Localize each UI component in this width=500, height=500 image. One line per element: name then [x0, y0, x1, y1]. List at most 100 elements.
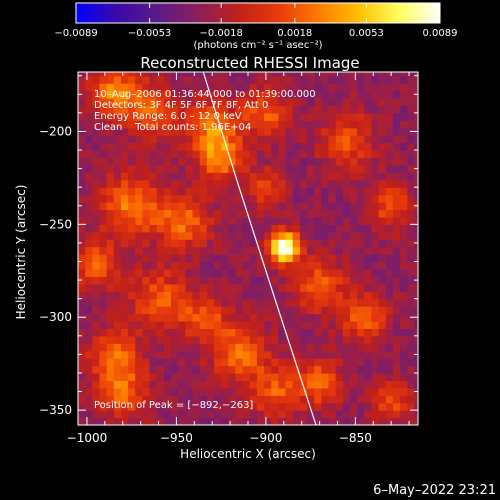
heatmap-cell	[113, 72, 122, 77]
heatmap-cell	[271, 231, 280, 240]
heatmap-cell	[214, 410, 222, 419]
heatmap-cell	[92, 320, 101, 329]
heatmap-cell	[292, 402, 301, 411]
heatmap-cell	[285, 335, 294, 344]
heatmap-cell	[242, 395, 251, 404]
heatmap-cell	[171, 179, 179, 188]
heatmap-cell	[392, 372, 401, 382]
heatmap-cell	[242, 209, 251, 218]
heatmap-cell	[292, 320, 301, 329]
heatmap-cell	[113, 105, 122, 114]
heatmap-cell	[156, 231, 165, 240]
heatmap-cell	[414, 291, 418, 300]
heatmap-cell	[120, 261, 129, 270]
heatmap-cell	[163, 75, 172, 84]
heatmap-cell	[92, 224, 101, 233]
heatmap-cell	[335, 380, 344, 389]
heatmap-cell	[350, 291, 358, 300]
heatmap-cell	[407, 328, 416, 337]
heatmap-cell	[292, 306, 301, 315]
heatmap-cell	[299, 120, 308, 129]
heatmap-cell	[85, 291, 93, 300]
heatmap-cell	[92, 172, 101, 181]
heatmap-cell	[221, 343, 229, 352]
heatmap-cell	[242, 306, 251, 315]
heatmap-cell	[92, 239, 101, 248]
heatmap-cell	[364, 98, 373, 107]
heatmap-cell	[171, 313, 179, 322]
heatmap-cell	[92, 335, 101, 344]
heatmap-cell	[120, 172, 129, 181]
heatmap-cell	[285, 157, 294, 166]
heatmap-cell	[278, 358, 287, 367]
heatmap-cell	[235, 417, 244, 425]
heatmap-cell	[264, 372, 272, 382]
heatmap-cell	[292, 127, 301, 136]
heatmap-cell	[364, 90, 373, 99]
heatmap-cell	[271, 90, 280, 99]
heatmap-cell	[185, 209, 194, 218]
heatmap-cell	[171, 283, 179, 292]
heatmap-cell	[128, 417, 136, 425]
heatmap-cell	[307, 98, 315, 107]
heatmap-cell	[307, 239, 315, 248]
heatmap-cell	[171, 350, 179, 359]
heatmap-cell	[192, 83, 201, 92]
heatmap-cell	[228, 261, 237, 270]
heatmap-cell	[142, 239, 151, 248]
heatmap-cell	[128, 231, 136, 240]
heatmap-cell	[185, 328, 194, 337]
heatmap-cell	[199, 112, 208, 121]
heatmap-cell	[192, 246, 201, 255]
heatmap-cell	[307, 127, 315, 136]
heatmap-cell	[371, 150, 380, 159]
heatmap-cell	[113, 328, 122, 337]
heatmap-cell	[120, 306, 129, 315]
heatmap-cell	[149, 372, 158, 382]
heatmap-cell	[135, 127, 144, 136]
heatmap-cell	[149, 328, 158, 337]
heatmap-cell	[171, 150, 179, 159]
heatmap-cell	[400, 246, 408, 255]
heatmap-cell	[228, 150, 237, 159]
heatmap-cell	[400, 142, 408, 151]
heatmap-cell	[235, 380, 244, 389]
heatmap-cell	[321, 209, 330, 218]
heatmap-cell	[228, 387, 237, 396]
heatmap-cell	[414, 335, 418, 344]
heatmap-cell	[371, 313, 380, 322]
heatmap-cell	[235, 402, 244, 411]
heatmap-cell	[106, 268, 115, 277]
heatmap-cell	[335, 142, 344, 151]
heatmap-cell	[285, 261, 294, 270]
heatmap-cell	[99, 164, 108, 173]
heatmap-cell	[78, 112, 86, 121]
heatmap-cell	[285, 202, 294, 211]
heatmap-cell	[120, 365, 129, 374]
heatmap-cell	[321, 187, 330, 196]
heatmap-cell	[99, 112, 108, 121]
heatmap-cell	[292, 268, 301, 277]
heatmap-cell	[113, 387, 122, 396]
heatmap-cell	[242, 83, 251, 92]
heatmap-cell	[264, 142, 272, 151]
heatmap-cell	[371, 127, 380, 136]
heatmap-cell	[249, 402, 258, 411]
heatmap-cell	[299, 343, 308, 352]
heatmap-cell	[235, 276, 244, 285]
heatmap-cell	[342, 179, 351, 188]
heatmap-cell	[400, 335, 408, 344]
heatmap-cell	[271, 120, 280, 129]
heatmap-cell	[350, 105, 358, 114]
heatmap-cell	[178, 298, 186, 307]
heatmap-cell	[299, 417, 308, 425]
heatmap-cell	[364, 410, 373, 419]
heatmap-cell	[285, 224, 294, 233]
heatmap-cell	[242, 298, 251, 307]
heatmap-cell	[242, 98, 251, 107]
heatmap-cell	[364, 261, 373, 270]
heatmap-cell	[350, 127, 358, 136]
heatmap-cell	[149, 202, 158, 211]
heatmap-cell	[385, 335, 394, 344]
heatmap-cell	[228, 380, 237, 389]
